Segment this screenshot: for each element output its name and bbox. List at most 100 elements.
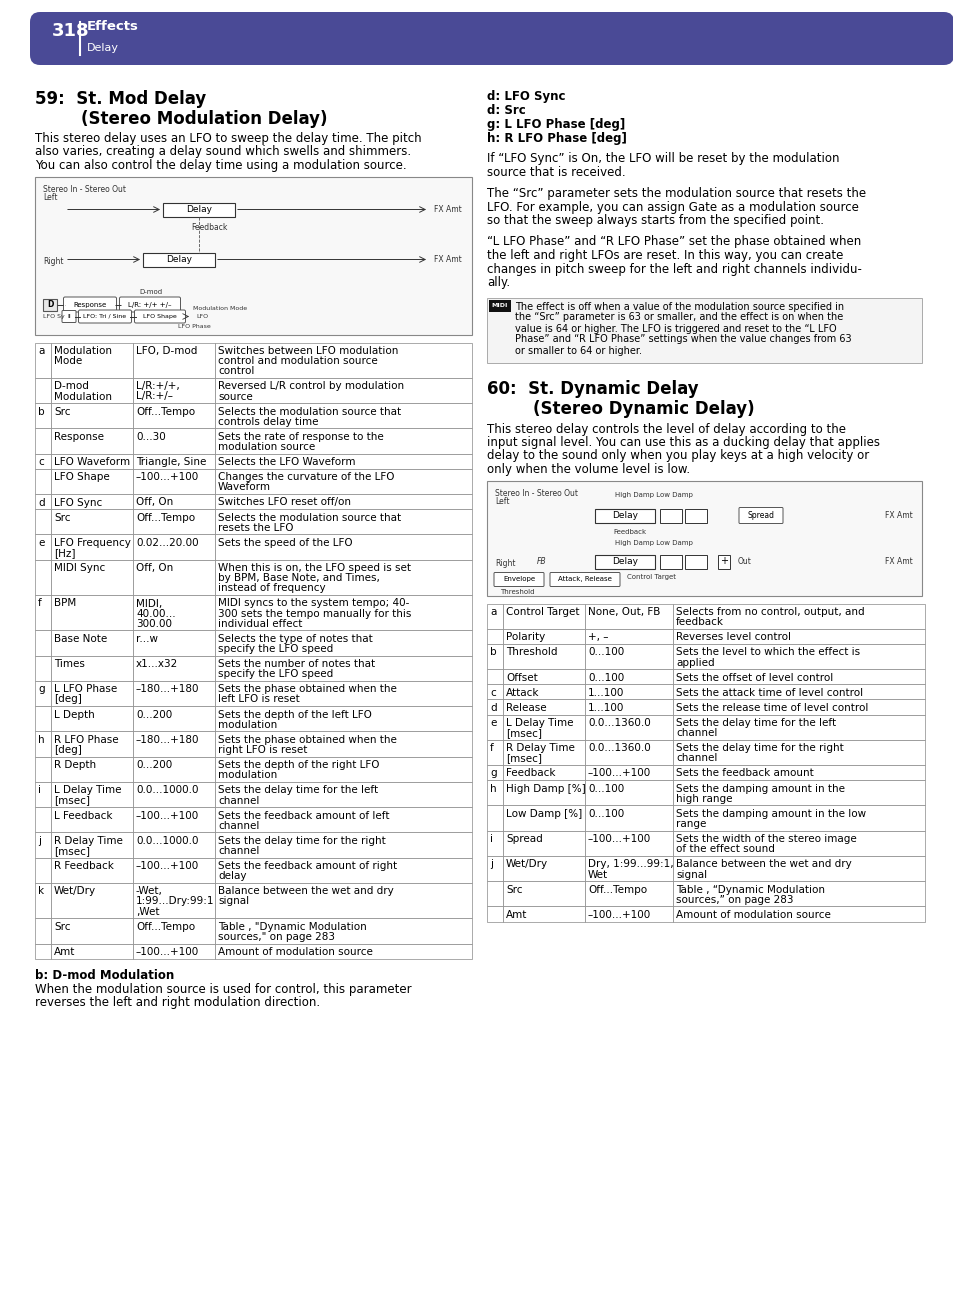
Text: 300.00: 300.00 bbox=[136, 619, 172, 629]
Bar bbox=[132, 731, 214, 756]
Text: Amt: Amt bbox=[505, 910, 527, 920]
Text: Sets the phase obtained when the: Sets the phase obtained when the bbox=[218, 684, 396, 695]
Bar bbox=[486, 684, 502, 700]
Text: Table , “Dynamic Modulation: Table , “Dynamic Modulation bbox=[676, 884, 824, 895]
Text: FX Amt: FX Amt bbox=[884, 557, 912, 566]
Bar bbox=[672, 855, 924, 882]
Text: This stereo delay uses an LFO to sweep the delay time. The pitch: This stereo delay uses an LFO to sweep t… bbox=[35, 132, 421, 145]
Text: Sets the phase obtained when the: Sets the phase obtained when the bbox=[218, 735, 396, 744]
Text: Wet/Dry: Wet/Dry bbox=[54, 887, 96, 896]
Bar bbox=[502, 629, 584, 644]
Text: Selects the modulation source that: Selects the modulation source that bbox=[218, 407, 400, 417]
Bar bbox=[51, 560, 132, 595]
Bar bbox=[132, 807, 214, 832]
Bar bbox=[502, 684, 584, 700]
Text: 0...200: 0...200 bbox=[136, 710, 172, 719]
Text: LFO: Tri / Sine: LFO: Tri / Sine bbox=[83, 314, 127, 319]
Text: Triangle, Sine: Triangle, Sine bbox=[136, 456, 206, 467]
Bar bbox=[672, 882, 924, 906]
Text: Off...Tempo: Off...Tempo bbox=[587, 884, 646, 895]
Text: Feedback: Feedback bbox=[613, 530, 646, 535]
Text: 1...100: 1...100 bbox=[587, 688, 623, 697]
Bar bbox=[143, 252, 214, 267]
Text: Sets the delay time for the left: Sets the delay time for the left bbox=[218, 785, 377, 795]
Bar bbox=[502, 603, 584, 629]
Text: g: g bbox=[38, 684, 45, 695]
Bar bbox=[35, 343, 51, 378]
Text: channel: channel bbox=[218, 820, 259, 831]
Text: Wet: Wet bbox=[587, 870, 607, 879]
Bar bbox=[132, 706, 214, 731]
Text: LFO: LFO bbox=[195, 314, 208, 319]
Text: +, –: +, – bbox=[587, 632, 608, 642]
Bar bbox=[51, 595, 132, 630]
Text: instead of frequency: instead of frequency bbox=[218, 583, 325, 594]
Text: 0...100: 0...100 bbox=[587, 808, 623, 819]
Bar bbox=[214, 883, 472, 918]
Text: Times: Times bbox=[54, 659, 85, 670]
Text: Low Damp [%]: Low Damp [%] bbox=[505, 808, 581, 819]
Text: Spread: Spread bbox=[747, 511, 774, 521]
Bar bbox=[214, 858, 472, 883]
Bar bbox=[51, 535, 132, 560]
Text: When this is on, the LFO speed is set: When this is on, the LFO speed is set bbox=[218, 564, 411, 573]
Bar bbox=[35, 595, 51, 630]
Text: LFO Sy: LFO Sy bbox=[43, 314, 65, 319]
Text: High Damp Low Damp: High Damp Low Damp bbox=[615, 540, 692, 547]
Text: L Feedback: L Feedback bbox=[54, 811, 112, 820]
Text: +: + bbox=[720, 556, 727, 566]
FancyBboxPatch shape bbox=[30, 12, 953, 65]
Text: 1:99...Dry:99:1: 1:99...Dry:99:1 bbox=[136, 896, 214, 906]
Text: Effects: Effects bbox=[87, 21, 139, 33]
Bar bbox=[35, 454, 51, 468]
Bar bbox=[35, 429, 51, 454]
Text: (Stereo Modulation Delay): (Stereo Modulation Delay) bbox=[35, 110, 327, 128]
Text: Sets the damping amount in the: Sets the damping amount in the bbox=[676, 783, 844, 794]
Text: controls delay time: controls delay time bbox=[218, 417, 318, 426]
Text: Modulation: Modulation bbox=[54, 347, 112, 356]
Bar bbox=[214, 706, 472, 731]
Bar bbox=[672, 780, 924, 806]
Text: Right: Right bbox=[495, 559, 515, 568]
Bar bbox=[486, 670, 502, 684]
Text: LFO Sync: LFO Sync bbox=[54, 497, 102, 508]
Text: FB: FB bbox=[537, 557, 546, 566]
Text: Off, On: Off, On bbox=[136, 497, 173, 508]
Text: h: h bbox=[490, 783, 497, 794]
Bar bbox=[214, 494, 472, 509]
Text: Base Note: Base Note bbox=[54, 634, 107, 644]
Bar bbox=[584, 700, 672, 714]
Text: Modulation: Modulation bbox=[54, 391, 112, 402]
Bar bbox=[35, 535, 51, 560]
Text: L Delay Time: L Delay Time bbox=[505, 718, 573, 729]
Bar bbox=[51, 630, 132, 655]
Bar bbox=[214, 509, 472, 535]
Text: b: b bbox=[490, 647, 497, 658]
Text: Sets the damping amount in the low: Sets the damping amount in the low bbox=[676, 808, 865, 819]
Bar bbox=[132, 468, 214, 494]
Text: Sets the number of notes that: Sets the number of notes that bbox=[218, 659, 375, 670]
Text: b: b bbox=[38, 407, 45, 417]
Text: channel: channel bbox=[676, 753, 717, 764]
Bar bbox=[35, 378, 51, 403]
Text: Selects from no control, output, and: Selects from no control, output, and bbox=[676, 607, 863, 617]
Bar bbox=[132, 494, 214, 509]
Text: signal: signal bbox=[676, 870, 706, 879]
Bar bbox=[486, 740, 502, 765]
Text: Release: Release bbox=[505, 702, 546, 713]
Text: 0...100: 0...100 bbox=[587, 783, 623, 794]
Text: Sets the feedback amount of right: Sets the feedback amount of right bbox=[218, 861, 396, 871]
Bar bbox=[486, 806, 502, 831]
Text: only when the volume level is low.: only when the volume level is low. bbox=[486, 463, 689, 476]
Bar bbox=[132, 883, 214, 918]
Text: If “LFO Sync” is On, the LFO will be reset by the modulation: If “LFO Sync” is On, the LFO will be res… bbox=[486, 152, 839, 165]
Text: changes in pitch sweep for the left and right channels individu-: changes in pitch sweep for the left and … bbox=[486, 263, 861, 276]
Bar bbox=[35, 943, 51, 959]
Text: d: Src: d: Src bbox=[486, 105, 525, 116]
FancyBboxPatch shape bbox=[550, 573, 619, 586]
Bar bbox=[584, 806, 672, 831]
FancyBboxPatch shape bbox=[739, 508, 782, 523]
Text: modulation source: modulation source bbox=[218, 442, 314, 453]
Bar bbox=[659, 509, 681, 522]
Text: When the modulation source is used for control, this parameter: When the modulation source is used for c… bbox=[35, 982, 411, 995]
